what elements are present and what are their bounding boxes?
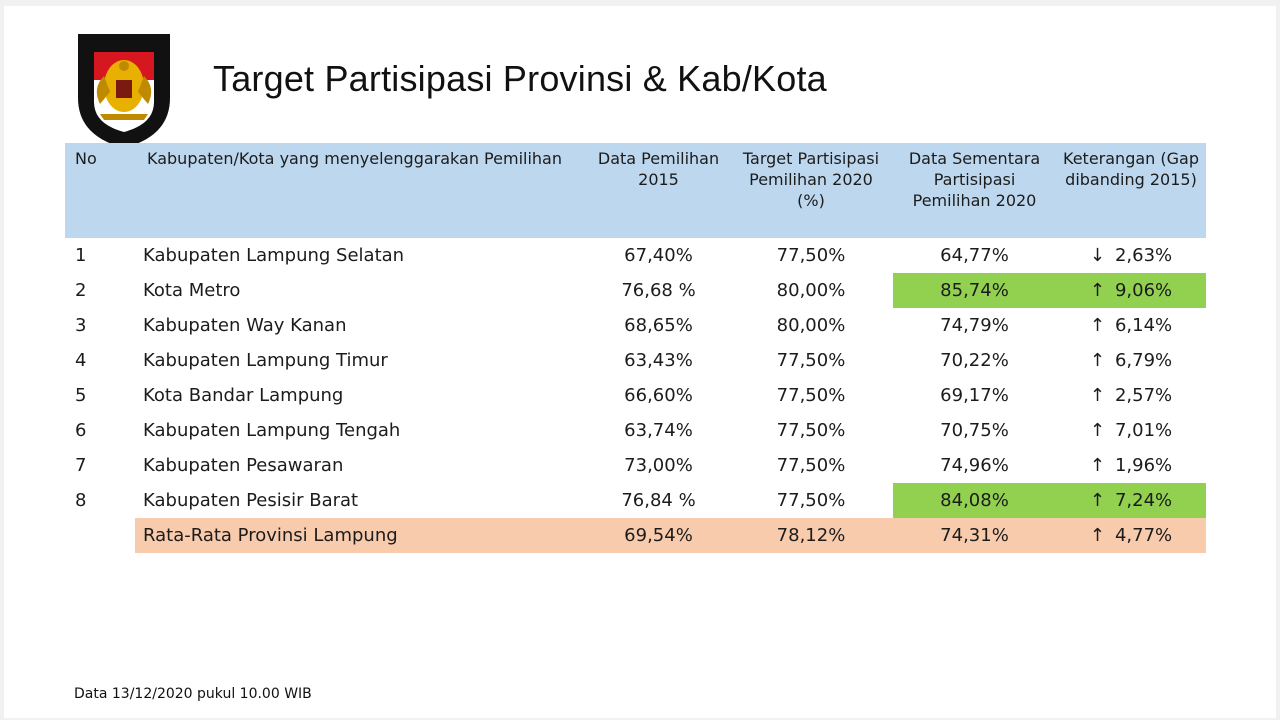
region-name: Kabupaten Pesisir Barat (143, 490, 359, 511)
trend-arrow-icon: ↑ (1089, 455, 1105, 476)
data-2015-cell: 76,84 % (621, 490, 696, 511)
target-2020-cell: 77,50% (776, 245, 846, 266)
trend-arrow-icon: ↑ (1089, 280, 1105, 301)
region-name: Kabupaten Pesawaran (143, 455, 344, 476)
row-number: 6 (75, 420, 87, 441)
target-2020-cell: 77,50% (776, 385, 846, 406)
region-name: Kota Metro (143, 280, 241, 301)
row-number: 1 (75, 245, 87, 266)
gap-cell: ↑ 6,14% (1056, 308, 1206, 343)
sementara-2020-cell: 69,17% (940, 385, 1009, 406)
region-name: Kabupaten Lampung Timur (143, 350, 388, 371)
sementara-2020-cell: 70,75% (940, 420, 1009, 441)
row-number: 5 (75, 385, 87, 406)
trend-arrow-icon: ↑ (1089, 350, 1105, 371)
table-row: 8 Kabupaten Pesisir Barat 76,84 % 77,50% 84,… (65, 483, 1206, 518)
gap-value: 6,14% (1114, 315, 1173, 336)
gap-cell: ↑ 6,79% (1056, 343, 1206, 378)
gap-value: 1,96% (1114, 455, 1173, 476)
table-row: 5 Kota Bandar Lampung 66,60% 77,50% 69,17% ↑ 2… (65, 378, 1206, 413)
target-2020-cell: 78,12% (729, 518, 893, 553)
target-2020-cell: 77,50% (776, 420, 846, 441)
gap-value: 4,77% (1114, 525, 1173, 546)
sementara-2020-cell: 70,22% (940, 350, 1009, 371)
target-2020-cell: 80,00% (776, 280, 846, 301)
slide: Target Partisipasi Provinsi & Kab/Kota (4, 6, 1276, 718)
column-header-sementara-2020: Data Sementara Partisipasi Pemilihan 202… (893, 143, 1056, 238)
row-number: 2 (75, 280, 87, 301)
data-2015-cell: 63,74% (624, 420, 693, 441)
gap-value: 6,79% (1114, 350, 1173, 371)
footer-note: Data 13/12/2020 pukul 10.00 WIB (74, 686, 312, 702)
gap-cell: ↑ 4,77% (1056, 518, 1206, 553)
page-title: Target Partisipasi Provinsi & Kab/Kota (213, 58, 827, 99)
trend-arrow-icon: ↑ (1089, 420, 1105, 441)
sementara-2020-cell: 74,31% (893, 518, 1056, 553)
column-header-keterangan: Keterangan (Gap dibanding 2015) (1056, 143, 1206, 238)
gap-cell: ↑ 1,96% (1056, 448, 1206, 483)
column-header-no: No (65, 143, 135, 238)
row-number-empty (65, 518, 135, 553)
trend-arrow-icon: ↑ (1089, 385, 1105, 406)
gap-cell: ↑ 7,24% (1056, 483, 1206, 518)
target-2020-cell: 80,00% (776, 315, 846, 336)
table-body: 1 Kabupaten Lampung Selatan 67,40% 77,50% 64… (65, 238, 1206, 553)
table-row: 6 Kabupaten Lampung Tengah 63,74% 77,50% 70,… (65, 413, 1206, 448)
row-number: 4 (75, 350, 87, 371)
gap-cell: ↓ 2,63% (1056, 238, 1206, 273)
data-2015-cell: 76,68 % (621, 280, 696, 301)
table-row: 2 Kota Metro 76,68 % 80,00% 85,74% ↑ 9,06% (65, 273, 1206, 308)
average-label: Rata-Rata Provinsi Lampung (135, 518, 588, 553)
gap-cell: ↑ 9,06% (1056, 273, 1206, 308)
data-2015-cell: 63,43% (624, 350, 693, 371)
participation-table: No Kabupaten/Kota yang menyelenggarakan … (65, 143, 1206, 553)
trend-arrow-icon: ↑ (1089, 315, 1105, 336)
trend-arrow-icon: ↑ (1089, 525, 1105, 546)
sementara-2020-cell: 74,96% (940, 455, 1009, 476)
gap-cell: ↑ 7,01% (1056, 413, 1206, 448)
gap-value: 2,63% (1114, 245, 1173, 266)
target-2020-cell: 77,50% (776, 490, 846, 511)
region-name: Kota Bandar Lampung (143, 385, 344, 406)
sementara-2020-cell: 85,74% (893, 273, 1056, 308)
sementara-2020-cell: 64,77% (940, 245, 1009, 266)
row-number: 3 (75, 315, 87, 336)
column-header-target-2020: Target Partisipasi Pemilihan 2020 (%) (729, 143, 893, 238)
column-header-data-2015: Data Pemilihan 2015 (588, 143, 729, 238)
row-number: 8 (75, 490, 87, 511)
region-name: Kabupaten Lampung Selatan (143, 245, 405, 266)
average-row: Rata-Rata Provinsi Lampung 69,54% 78,12% 74… (65, 518, 1206, 553)
table-header-row: No Kabupaten/Kota yang menyelenggarakan … (65, 143, 1206, 238)
data-2015-cell: 73,00% (624, 455, 693, 476)
target-2020-cell: 77,50% (776, 455, 846, 476)
sementara-2020-cell: 74,79% (940, 315, 1009, 336)
data-2015-cell: 67,40% (624, 245, 693, 266)
region-name: Kabupaten Lampung Tengah (143, 420, 401, 441)
data-2015-cell: 69,54% (588, 518, 729, 553)
data-2015-cell: 68,65% (624, 315, 693, 336)
column-header-kabupaten: Kabupaten/Kota yang menyelenggarakan Pem… (135, 143, 588, 238)
gap-cell: ↑ 2,57% (1056, 378, 1206, 413)
table-row: 4 Kabupaten Lampung Timur 63,43% 77,50% 70,2… (65, 343, 1206, 378)
gap-value: 7,01% (1114, 420, 1173, 441)
sementara-2020-cell: 84,08% (893, 483, 1056, 518)
kpu-logo (78, 34, 170, 148)
trend-arrow-icon: ↓ (1089, 245, 1105, 266)
gap-value: 9,06% (1114, 280, 1173, 301)
gap-value: 2,57% (1114, 385, 1173, 406)
gap-value: 7,24% (1114, 490, 1173, 511)
table-row: 1 Kabupaten Lampung Selatan 67,40% 77,50% 64… (65, 238, 1206, 273)
data-2015-cell: 66,60% (624, 385, 693, 406)
trend-arrow-icon: ↑ (1089, 490, 1105, 511)
table-row: 3 Kabupaten Way Kanan 68,65% 80,00% 74,79% ↑ 6… (65, 308, 1206, 343)
table-row: 7 Kabupaten Pesawaran 73,00% 77,50% 74,96% ↑ 1… (65, 448, 1206, 483)
region-name: Kabupaten Way Kanan (143, 315, 347, 336)
target-2020-cell: 77,50% (776, 350, 846, 371)
row-number: 7 (75, 455, 87, 476)
